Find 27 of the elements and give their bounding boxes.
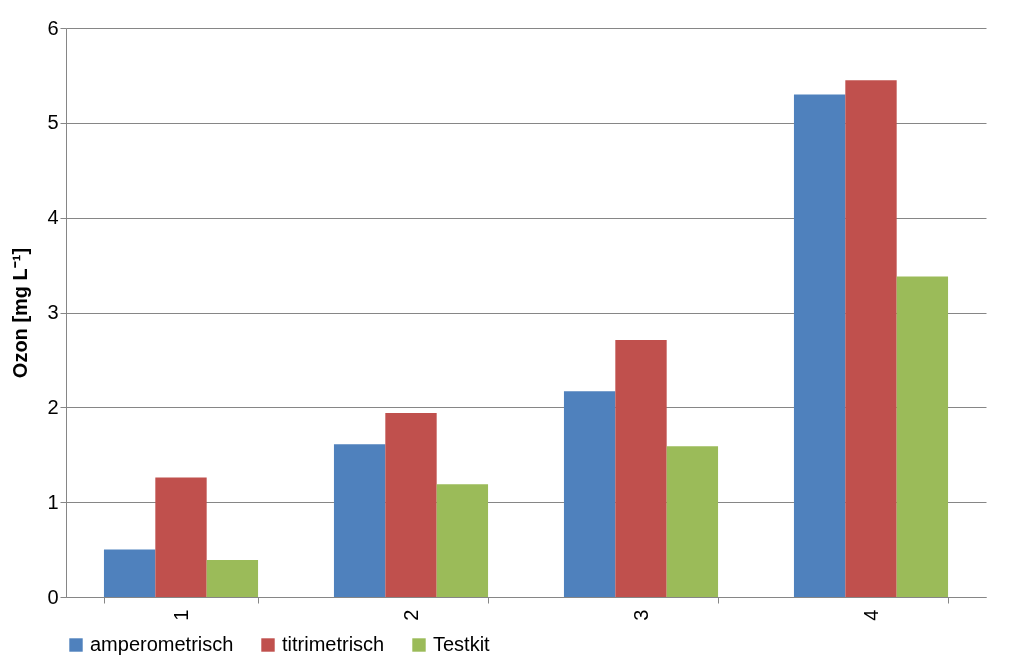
bar [793, 94, 846, 597]
bar [385, 413, 437, 597]
bar [436, 484, 489, 597]
bar [563, 391, 616, 597]
y-tick-label: 3 [47, 301, 59, 323]
legend-label: Testkit [433, 633, 491, 655]
y-tick-label: 2 [47, 395, 59, 418]
bar [615, 340, 667, 597]
legend-label: titrimetrisch [282, 633, 385, 655]
bar [206, 560, 259, 597]
y-tick-label: 0 [47, 585, 59, 608]
y-tick-label: 4 [47, 206, 59, 229]
bar [896, 276, 949, 597]
bar [103, 549, 156, 597]
bar [666, 446, 719, 597]
x-tick-label: 3 [629, 609, 652, 621]
x-tick-label: 1 [169, 609, 192, 621]
bar [845, 80, 897, 597]
y-tick-label: 5 [47, 111, 59, 134]
y-axis-title: Ozon [mg L⁻¹] [9, 247, 32, 379]
legend-label: amperometrisch [90, 633, 234, 655]
x-tick-label: 4 [859, 609, 882, 621]
x-tick-label: 2 [399, 609, 422, 621]
y-tick-label: 1 [47, 490, 59, 513]
y-tick-label: 6 [47, 16, 59, 39]
bar [333, 444, 386, 597]
bar [155, 477, 207, 597]
